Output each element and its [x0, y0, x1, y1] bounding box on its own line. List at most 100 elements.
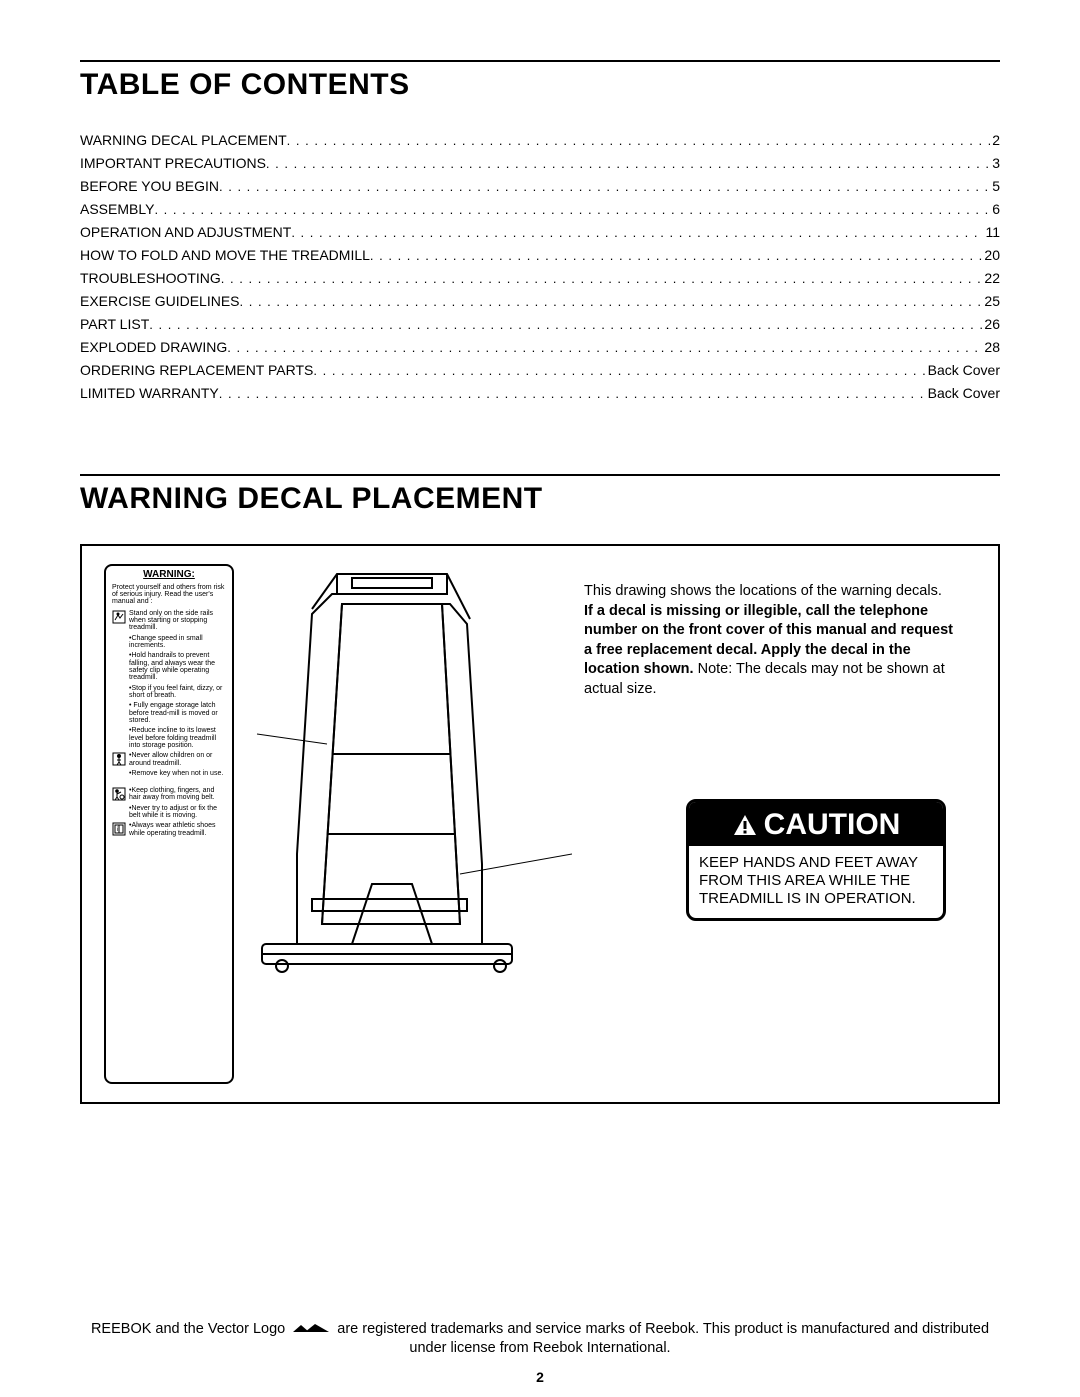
- decal-item-icon: i: [112, 822, 126, 836]
- toc-page: Back Cover: [926, 360, 1000, 381]
- toc-row: BEFORE YOU BEGIN 5: [80, 176, 1000, 197]
- toc-leader-dots: [154, 199, 990, 220]
- toc-leader-dots: [219, 383, 926, 404]
- caution-body-text: KEEP HANDS AND FEET AWAY FROM THIS AREA …: [689, 846, 943, 918]
- toc-row: WARNING DECAL PLACEMENT 2: [80, 130, 1000, 151]
- decal-item-text: •Reduce incline to its lowest level befo…: [129, 727, 226, 749]
- toc-page: 11: [983, 222, 1000, 243]
- toc-page: 22: [982, 268, 1000, 289]
- toc-page: 6: [990, 199, 1000, 220]
- toc-label: ORDERING REPLACEMENT PARTS: [80, 360, 313, 381]
- decal-item: •Keep clothing, fingers, and hair away f…: [112, 787, 226, 802]
- toc-label: ASSEMBLY: [80, 199, 154, 220]
- toc-page: 28: [982, 337, 1000, 358]
- decal-item-icon: [112, 635, 126, 649]
- toc-leader-dots: [370, 245, 983, 266]
- footer-part1: REEBOK and the Vector Logo: [91, 1321, 289, 1337]
- toc-leader-dots: [313, 360, 925, 381]
- table-of-contents: WARNING DECAL PLACEMENT 2IMPORTANT PRECA…: [80, 130, 1000, 404]
- toc-page: 3: [990, 153, 1000, 174]
- toc-leader-dots: [221, 268, 983, 289]
- toc-label: IMPORTANT PRECAUTIONS: [80, 153, 266, 174]
- toc-page: 2: [990, 130, 1000, 151]
- toc-label: EXERCISE GUIDELINES: [80, 291, 240, 312]
- warning-triangle-icon: [732, 813, 758, 837]
- decal-item-text: •Remove key when not in use.: [129, 770, 226, 777]
- decal-item-icon: [112, 770, 126, 784]
- toc-row: ASSEMBLY 6: [80, 199, 1000, 220]
- toc-label: HOW TO FOLD AND MOVE THE TREADMILL: [80, 245, 370, 266]
- decal-item-icon: [112, 610, 126, 624]
- toc-leader-dots: [219, 176, 990, 197]
- caution-header-text: CAUTION: [764, 808, 901, 842]
- step-icon: [112, 610, 126, 624]
- decal-item-text: Stand only on the side rails when starti…: [129, 610, 226, 632]
- desc-part1: This drawing shows the locations of the …: [584, 583, 942, 599]
- decal-item-text: •Hold handrails to prevent falling, and …: [129, 652, 226, 681]
- diagram-container: WARNING: Protect yourself and others fro…: [80, 544, 1000, 1104]
- decal-item: •Change speed in small increments.: [112, 635, 226, 650]
- warning-decal-label: WARNING: Protect yourself and others fro…: [104, 564, 234, 1084]
- description-paragraph: This drawing shows the locations of the …: [584, 582, 954, 699]
- toc-page: 25: [982, 291, 1000, 312]
- treadmill-diagram: [242, 554, 572, 1074]
- decal-item-icon: [112, 787, 126, 801]
- decal-item-text: •Stop if you feel faint, dizzy, or short…: [129, 685, 226, 700]
- decal-item-text: •Change speed in small increments.: [129, 635, 226, 650]
- section-rule: [80, 60, 1000, 62]
- toc-row: EXPLODED DRAWING 28: [80, 337, 1000, 358]
- decal-item-text: •Never allow children on or around tread…: [129, 752, 226, 767]
- toc-leader-dots: [149, 314, 982, 335]
- decal-item-icon: [112, 702, 126, 716]
- decal-item-icon: [112, 685, 126, 699]
- toc-heading: TABLE OF CONTENTS: [80, 68, 1000, 102]
- page-number: 2: [0, 1369, 1080, 1385]
- toc-label: WARNING DECAL PLACEMENT: [80, 130, 287, 151]
- decal-item-text: •Never try to adjust or fix the belt whi…: [129, 805, 226, 820]
- decal-item-icon: [112, 752, 126, 766]
- toc-page: 20: [982, 245, 1000, 266]
- warning-decal-items: Stand only on the side rails when starti…: [112, 610, 226, 838]
- toc-page: 26: [982, 314, 1000, 335]
- toc-page: 5: [990, 176, 1000, 197]
- decal-item-icon: [112, 805, 126, 819]
- decal-item-icon: [112, 727, 126, 741]
- decal-item: •Reduce incline to its lowest level befo…: [112, 727, 226, 749]
- decal-item-text: •Always wear athletic shoes while operat…: [129, 822, 226, 837]
- warning-decal-title: WARNING:: [112, 570, 226, 581]
- decal-item: • Fully engage storage latch before trea…: [112, 702, 226, 724]
- footer-part2: are registered trademarks and service ma…: [333, 1321, 989, 1357]
- toc-row: HOW TO FOLD AND MOVE THE TREADMILL 20: [80, 245, 1000, 266]
- toc-page: Back Cover: [926, 383, 1000, 404]
- toc-leader-dots: [266, 153, 990, 174]
- decal-item-text: •Keep clothing, fingers, and hair away f…: [129, 787, 226, 802]
- decal-item: i•Always wear athletic shoes while opera…: [112, 822, 226, 837]
- warning-section-heading: WARNING DECAL PLACEMENT: [80, 482, 1000, 516]
- toc-row: PART LIST 26: [80, 314, 1000, 335]
- decal-item: •Hold handrails to prevent falling, and …: [112, 652, 226, 681]
- toc-label: TROUBLESHOOTING: [80, 268, 221, 289]
- toc-label: PART LIST: [80, 314, 149, 335]
- decal-item-icon: [112, 652, 126, 666]
- decal-item: •Stop if you feel faint, dizzy, or short…: [112, 685, 226, 700]
- toc-leader-dots: [227, 337, 982, 358]
- toc-row: IMPORTANT PRECAUTIONS 3: [80, 153, 1000, 174]
- toc-leader-dots: [287, 130, 991, 151]
- trademark-footer: REEBOK and the Vector Logo are registere…: [80, 1320, 1000, 1359]
- toc-row: LIMITED WARRANTY Back Cover: [80, 383, 1000, 404]
- caution-header: CAUTION: [689, 802, 943, 846]
- decal-item: •Never allow children on or around tread…: [112, 752, 226, 767]
- toc-row: ORDERING REPLACEMENT PARTS Back Cover: [80, 360, 1000, 381]
- toc-label: BEFORE YOU BEGIN: [80, 176, 219, 197]
- clothing-icon: [112, 787, 126, 801]
- warning-decal-intro: Protect yourself and others from risk of…: [112, 584, 226, 606]
- manual-icon: i: [112, 822, 126, 836]
- toc-leader-dots: [291, 222, 983, 243]
- reebok-vector-logo-icon: [291, 1322, 331, 1336]
- toc-label: OPERATION AND ADJUSTMENT: [80, 222, 291, 243]
- toc-row: EXERCISE GUIDELINES 25: [80, 291, 1000, 312]
- treadmill-illustration-area: This drawing shows the locations of the …: [252, 564, 976, 1084]
- decal-item: •Never try to adjust or fix the belt whi…: [112, 805, 226, 820]
- decal-item: •Remove key when not in use.: [112, 770, 226, 784]
- toc-label: EXPLODED DRAWING: [80, 337, 227, 358]
